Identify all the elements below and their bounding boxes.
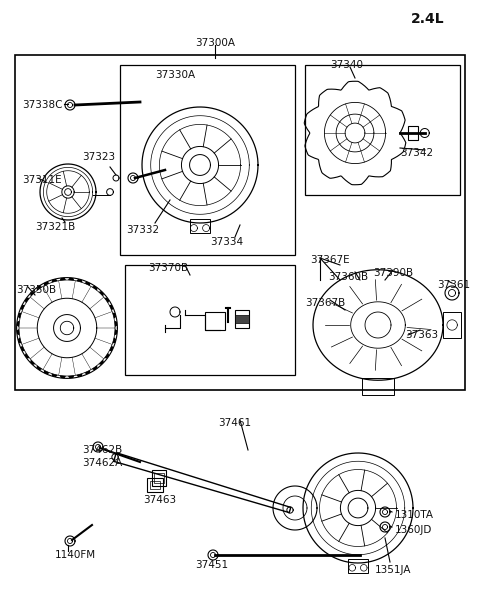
Polygon shape [18, 313, 22, 319]
Bar [150, 481, 160, 489]
Polygon shape [30, 291, 36, 297]
Polygon shape [76, 279, 83, 283]
Polygon shape [60, 278, 66, 280]
Text: 37300A: 37300A [195, 38, 235, 48]
Text: 37338C: 37338C [22, 100, 62, 110]
Polygon shape [68, 278, 74, 280]
Text: 37361: 37361 [437, 280, 470, 290]
Text: 37367B: 37367B [305, 298, 345, 308]
Polygon shape [68, 375, 74, 378]
Text: 37390B: 37390B [373, 268, 413, 278]
Bar [120, 65, 295, 255]
Polygon shape [109, 345, 113, 351]
Text: 37370B: 37370B [148, 263, 188, 273]
Text: 37463: 37463 [143, 495, 176, 505]
Text: 37363: 37363 [405, 330, 438, 340]
Text: 37462A: 37462A [82, 458, 122, 468]
Text: 2.4L: 2.4L [411, 12, 445, 26]
Polygon shape [112, 313, 116, 319]
Polygon shape [18, 337, 22, 344]
Bar [235, 310, 249, 328]
Text: 37342: 37342 [400, 148, 433, 158]
Polygon shape [92, 286, 97, 291]
Text: 37462B: 37462B [82, 445, 122, 455]
Polygon shape [84, 282, 90, 286]
Text: 1310TA: 1310TA [395, 510, 434, 520]
Bar [147, 478, 163, 492]
Polygon shape [76, 373, 83, 377]
Polygon shape [51, 373, 58, 377]
Bar [190, 219, 210, 233]
Text: 37321B: 37321B [35, 222, 75, 232]
Polygon shape [44, 370, 50, 375]
Polygon shape [17, 329, 20, 336]
Polygon shape [112, 337, 116, 344]
Polygon shape [36, 365, 42, 370]
Bar [348, 559, 368, 573]
Polygon shape [98, 291, 104, 297]
Text: 1140FM: 1140FM [55, 550, 96, 560]
Text: 37367E: 37367E [310, 255, 349, 265]
Polygon shape [36, 286, 42, 291]
Polygon shape [51, 279, 58, 283]
Bar [235, 315, 249, 323]
Bar [305, 65, 460, 195]
Polygon shape [104, 353, 109, 359]
Polygon shape [24, 297, 30, 303]
Polygon shape [30, 359, 36, 365]
Text: 1351JA: 1351JA [375, 565, 411, 575]
Text: 37330A: 37330A [155, 70, 195, 80]
Polygon shape [92, 365, 97, 370]
Text: 1360JD: 1360JD [395, 525, 432, 535]
Polygon shape [114, 320, 117, 327]
Polygon shape [60, 375, 66, 378]
Text: 37311E: 37311E [22, 175, 61, 185]
Bar [154, 473, 164, 483]
Polygon shape [44, 282, 50, 286]
Polygon shape [104, 297, 109, 303]
Text: 37334: 37334 [210, 237, 243, 247]
Bar [152, 470, 166, 486]
Polygon shape [84, 370, 90, 375]
Polygon shape [114, 329, 117, 336]
Bar [15, 55, 465, 390]
Bar [125, 265, 295, 375]
Text: 37451: 37451 [195, 560, 228, 570]
Text: 37350B: 37350B [16, 285, 56, 295]
Polygon shape [21, 345, 25, 351]
Polygon shape [21, 305, 25, 311]
Text: 37340: 37340 [330, 60, 363, 70]
Text: 37461: 37461 [218, 418, 251, 428]
Polygon shape [24, 353, 30, 359]
Text: 37360B: 37360B [328, 272, 368, 282]
Polygon shape [17, 320, 20, 327]
Text: 37323: 37323 [82, 152, 115, 162]
Bar [408, 126, 418, 140]
Bar [362, 378, 394, 395]
Text: 37332: 37332 [126, 225, 159, 235]
Bar [205, 312, 225, 330]
Polygon shape [98, 359, 104, 365]
Polygon shape [109, 305, 113, 311]
Bar [443, 312, 461, 338]
